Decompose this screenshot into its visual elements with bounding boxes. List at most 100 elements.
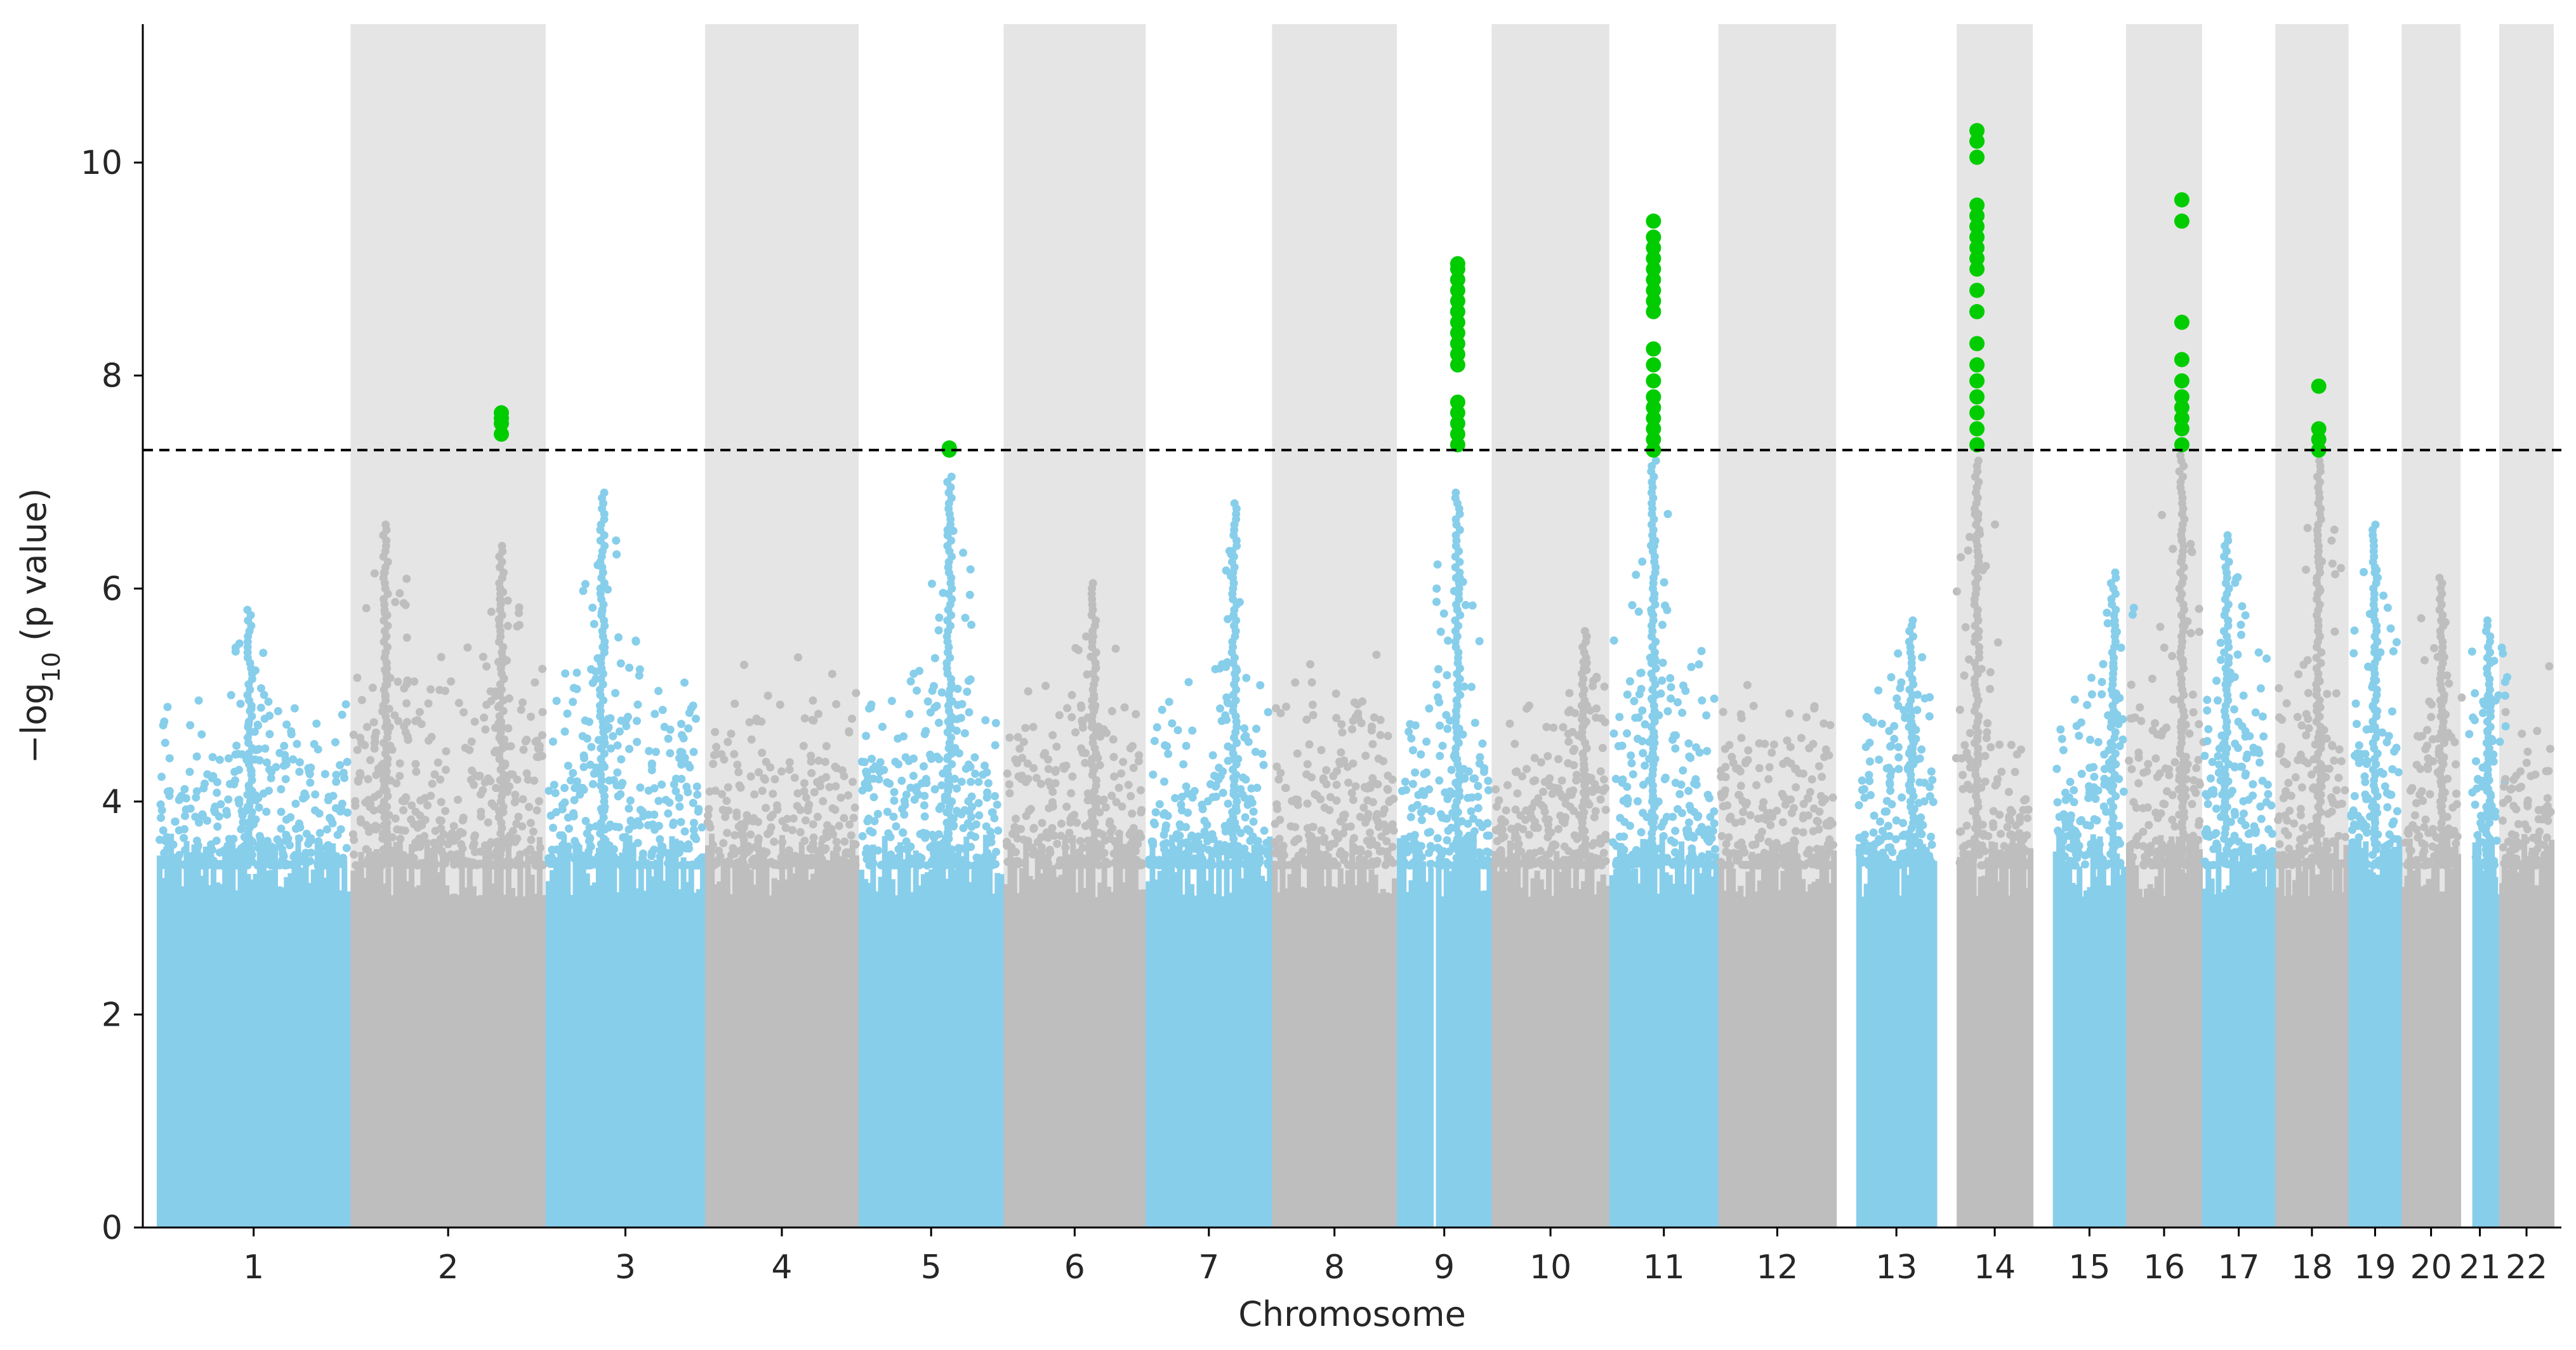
point-column [362, 877, 368, 1228]
point [671, 787, 680, 796]
point-column [1090, 845, 1096, 1228]
point [1609, 729, 1618, 738]
point [1887, 673, 1896, 682]
point [836, 793, 845, 802]
point [860, 758, 869, 767]
point [1088, 579, 1097, 588]
significant-point [1646, 293, 1661, 309]
point [1649, 594, 1658, 603]
point [791, 852, 800, 861]
point-column [1769, 840, 1775, 1228]
point [981, 861, 990, 870]
point [899, 732, 908, 741]
point [526, 712, 535, 721]
point-column [1819, 845, 1825, 1228]
point [364, 795, 373, 804]
point-column [1912, 864, 1919, 1228]
point [226, 849, 235, 858]
point-column [1644, 839, 1650, 1228]
point [526, 819, 535, 828]
point [1227, 550, 1236, 559]
point-column [1364, 882, 1371, 1228]
point [1396, 859, 1405, 868]
point [2095, 850, 2104, 859]
point-column [404, 881, 411, 1228]
point [572, 842, 581, 851]
point [180, 824, 189, 833]
point-column [226, 842, 232, 1228]
point [1011, 814, 1020, 823]
point [192, 837, 201, 845]
point [1137, 805, 1146, 814]
point-column [176, 854, 182, 1228]
point [821, 844, 830, 853]
point [1544, 815, 1553, 824]
point [1557, 776, 1566, 785]
point [1021, 724, 1030, 732]
point-column [157, 855, 162, 1228]
point [1337, 847, 1345, 856]
point [1087, 652, 1095, 661]
point [315, 829, 324, 838]
point [1522, 704, 1531, 713]
point [1689, 854, 1698, 863]
point [581, 716, 590, 725]
point [247, 790, 256, 798]
point [321, 854, 330, 863]
point [1099, 795, 1108, 804]
point [1044, 765, 1053, 774]
point [1384, 732, 1392, 741]
point-column [1376, 893, 1382, 1228]
point [723, 783, 732, 792]
point [1376, 715, 1385, 724]
point [1107, 707, 1116, 716]
point [1896, 684, 1905, 692]
point [1067, 691, 1076, 699]
point [569, 809, 578, 817]
point [974, 778, 983, 786]
point [1623, 783, 1632, 791]
point [576, 790, 585, 799]
point [1476, 753, 1484, 762]
point [401, 600, 410, 609]
point-column [810, 873, 817, 1228]
point [1309, 861, 1318, 870]
point [235, 765, 244, 774]
point [1060, 764, 1069, 773]
point [1677, 809, 1686, 817]
point [1092, 663, 1100, 672]
point [723, 738, 732, 746]
point [1717, 793, 1726, 802]
point [1648, 609, 1656, 618]
point [398, 797, 407, 805]
point [1877, 719, 1886, 728]
point [391, 598, 400, 607]
point [909, 771, 918, 780]
point [1735, 791, 1744, 800]
point [506, 859, 515, 868]
point [243, 606, 252, 614]
point [200, 779, 209, 788]
point [647, 761, 656, 770]
point [499, 674, 508, 683]
point-column [1003, 884, 1010, 1228]
point-column [1823, 855, 1829, 1228]
point [363, 858, 372, 867]
point [1959, 849, 1968, 857]
point [1035, 861, 1044, 870]
point [947, 716, 956, 725]
point [897, 776, 906, 785]
point-column [1604, 885, 1610, 1228]
point [678, 748, 687, 757]
point [263, 837, 272, 845]
point [786, 861, 795, 870]
point [1397, 786, 1406, 795]
point [1406, 720, 1415, 729]
point [1677, 861, 1686, 870]
point [647, 848, 656, 857]
point [1814, 825, 1823, 834]
point-column [1011, 857, 1017, 1228]
point [793, 789, 802, 798]
point [1470, 827, 1479, 836]
point [1620, 817, 1629, 826]
